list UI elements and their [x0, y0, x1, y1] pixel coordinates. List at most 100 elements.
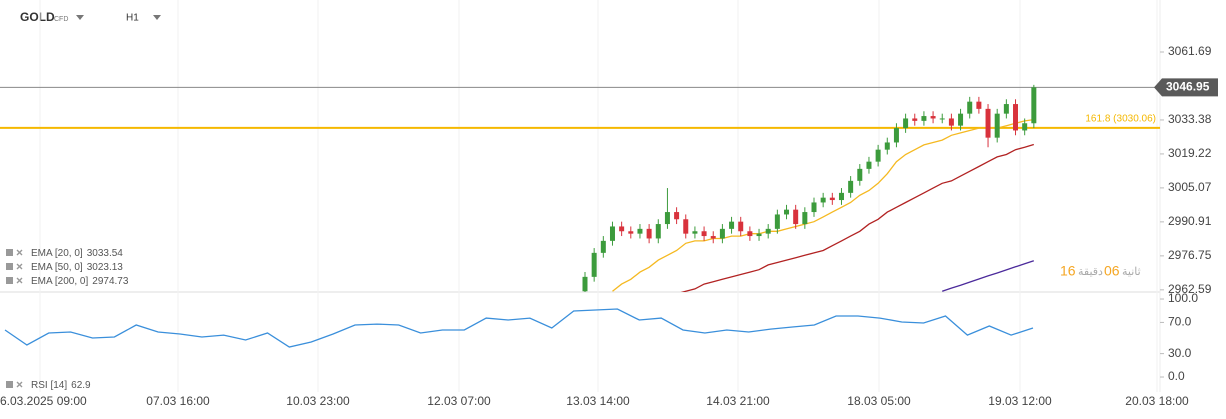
candle-body: [811, 202, 817, 213]
legend-label: EMA [200, 0] 2974.73: [31, 276, 129, 287]
candle-body: [994, 113, 1000, 138]
rsi-line: [4, 308, 1034, 348]
legend-name: EMA [200, 0]: [31, 276, 88, 287]
candle-body: [903, 118, 909, 129]
candle-body: [948, 118, 954, 126]
candle-body: [793, 209, 799, 225]
candle-body: [609, 226, 615, 241]
legend-remove: [16, 249, 23, 256]
candle-body: [967, 101, 973, 114]
candle-body: [683, 219, 689, 234]
candle-body: [875, 149, 881, 162]
x-tick-label: 18.03 05:00: [847, 394, 911, 408]
rsi-tick-label: 100.0: [1168, 291, 1198, 305]
candle-body: [765, 228, 771, 234]
candle-body: [848, 180, 854, 193]
candle-body: [591, 252, 597, 277]
rsi-name: RSI [14]: [31, 380, 67, 391]
candle-body: [857, 168, 863, 181]
candle-body: [646, 228, 652, 239]
candle-body: [985, 108, 991, 138]
x-tick-label: 06.03.2025 09:00: [0, 394, 87, 408]
y-tick-label: 2990.91: [1168, 214, 1212, 228]
candle-body: [582, 276, 588, 292]
legend-value: 2974.73: [92, 276, 129, 287]
x-tick-label: 07.03 16:00: [146, 394, 210, 408]
candle-body: [930, 116, 936, 119]
countdown: 16 دقيقة 06 ثانية: [1060, 263, 1141, 279]
candle-body: [976, 101, 982, 109]
countdown-sec: 06: [1104, 263, 1120, 279]
candle-body: [600, 240, 606, 253]
x-tick-label: 20.03 18:00: [1125, 394, 1189, 408]
y-tick-label: 2976.75: [1168, 248, 1212, 262]
symbol-dropdown[interactable]: [76, 15, 84, 20]
countdown-min: 16: [1060, 263, 1076, 279]
countdown-sec-unit: ثانية: [1122, 266, 1141, 278]
price-tag-bg: [1154, 78, 1218, 97]
candle-body: [939, 118, 945, 120]
candle-body: [912, 118, 918, 121]
candle-body: [774, 214, 780, 229]
candle-body: [738, 221, 744, 232]
rsi-tick-label: 70.0: [1168, 315, 1192, 329]
legend-icon: [6, 381, 13, 388]
x-tick-label: 14.03 21:00: [706, 394, 770, 408]
candle-body: [710, 236, 716, 239]
ema-line: [941, 260, 1035, 292]
y-tick-label: 3005.07: [1168, 180, 1212, 194]
candle-body: [1013, 104, 1019, 131]
candle-body: [1003, 104, 1009, 114]
candle-body: [820, 197, 826, 203]
ema-line: [612, 118, 1034, 292]
candle-body: [701, 231, 707, 237]
candle-body: [628, 231, 634, 234]
main-plot: [0, 84, 1160, 292]
candle-body: [756, 233, 762, 237]
candle-body: [921, 116, 927, 121]
x-tick-label: 13.03 14:00: [566, 394, 630, 408]
legend-remove: [16, 263, 23, 270]
legend-name: EMA [50, 0]: [31, 262, 83, 273]
legend-value: 3033.54: [87, 248, 124, 259]
rsi-value: 62.9: [71, 380, 91, 391]
legend-name: EMA [20, 0]: [31, 248, 83, 259]
legend-icon: [6, 263, 13, 270]
price-tag: 3046.95: [1166, 80, 1210, 94]
candle-body: [729, 221, 735, 229]
ema-line: [680, 143, 1034, 292]
candle-body: [1022, 123, 1028, 131]
y-tick-label: 3033.38: [1168, 112, 1212, 126]
candle-body: [802, 212, 808, 225]
candle-body: [838, 192, 844, 201]
y-tick-label: 3061.69: [1168, 44, 1212, 58]
candle-body: [784, 209, 790, 215]
timeframe[interactable]: H1: [126, 13, 139, 24]
legend-icon: [6, 249, 13, 256]
y-tick-label: 2962.59: [1168, 282, 1212, 296]
candle-body: [637, 228, 643, 234]
rsi-tick-label: 30.0: [1168, 346, 1192, 360]
symbol-tag: CFD: [54, 16, 68, 23]
legend-remove: [16, 277, 23, 284]
candle-body: [884, 142, 890, 150]
fib-label: 161.8 (3030.06): [1085, 114, 1156, 125]
countdown-min-unit: دقيقة: [1078, 266, 1103, 278]
candle-body: [866, 161, 872, 169]
candle-body: [692, 231, 698, 234]
legend-icon: [6, 277, 13, 284]
legend-label: EMA [50, 0] 3023.13: [31, 262, 123, 273]
candle-body: [829, 197, 835, 201]
candle-body: [1031, 87, 1037, 124]
candle-body: [893, 128, 899, 143]
candle-body: [719, 228, 725, 239]
x-tick-label: 10.03 23:00: [286, 394, 350, 408]
symbol[interactable]: GOLD: [20, 10, 55, 24]
y-tick-label: 3019.22: [1168, 146, 1212, 160]
x-tick-label: 12.03 07:00: [427, 394, 491, 408]
candle-body: [664, 212, 670, 225]
timeframe-dropdown[interactable]: [153, 15, 161, 20]
candle-body: [674, 212, 680, 220]
legend-value: 3023.13: [87, 262, 124, 273]
